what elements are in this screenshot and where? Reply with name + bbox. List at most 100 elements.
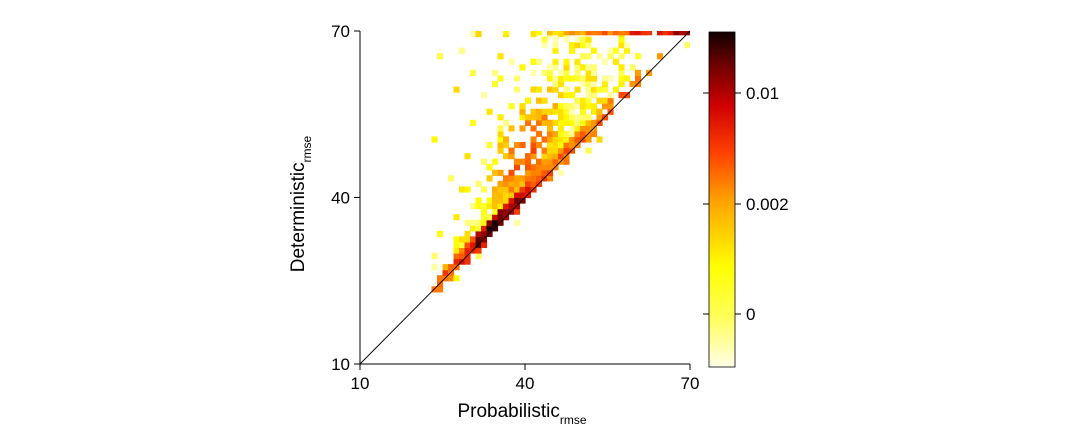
heatmap-cell [585,125,592,132]
heatmap-cell [552,86,559,93]
heatmap-cell [552,42,559,49]
heatmap-cell [602,80,609,88]
heatmap-cell [464,241,471,249]
heatmap-cell [591,92,598,99]
heatmap-cell [596,86,603,93]
heatmap-cell [530,114,537,121]
heatmap-cell [624,42,631,49]
heatmap-cell [519,64,526,71]
heatmap-cell [453,241,460,249]
heatmap-cell [552,64,559,71]
heatmap-cell [514,175,521,182]
heatmap-cell [547,108,554,115]
heatmap-cell [481,230,488,237]
heatmap-cell [569,92,576,99]
heatmap-cell [514,86,521,93]
heatmap-cell [547,136,554,143]
heatmap-cell [574,75,581,82]
heatmap-cell [552,75,559,82]
heatmap-cell [514,219,521,226]
heatmap-cell [547,119,554,126]
heatmap-cell [536,164,543,171]
heatmap-cell [574,69,581,76]
heatmap-cell [558,114,565,121]
heatmap-cell [470,225,477,232]
heatmap-cell [497,203,504,210]
heatmap-cell [536,97,543,104]
heatmap-cell [585,64,592,71]
heatmap-cell [525,169,532,176]
heatmap-cell [574,36,581,43]
heatmap-cell [602,31,609,36]
heatmap-cell [591,130,598,138]
heatmap-cell [552,36,559,43]
heatmap-cell [481,208,488,215]
heatmap-cell [475,236,482,243]
heatmap-cell [552,103,559,110]
heatmap-cell [503,203,510,210]
heatmap-cell [503,119,510,126]
heatmap-cell [486,175,493,182]
heatmap-cell [514,164,521,171]
heatmap-cell [492,208,499,215]
heatmap-cell [585,114,592,121]
heatmap-cell [558,153,565,160]
heatmap-cell [541,147,548,154]
heatmap-cell [580,119,587,126]
heatmap-cell [508,147,515,154]
heatmap-cell [470,31,477,38]
heatmap-cell [503,31,510,36]
heatmap-cell [602,86,609,93]
heatmap-cell [437,230,444,237]
heatmap-cell [547,158,554,165]
heatmap-cell [618,80,625,88]
heatmap-cell [558,147,565,154]
heatmap-cell [541,153,548,160]
heatmap-cell [585,86,592,93]
heatmap-cell [453,236,460,243]
heatmap-cell [475,247,482,254]
heatmap-cell [547,125,554,132]
heatmap-cell [569,114,576,121]
heatmap-cell [569,42,576,49]
heatmap-cell [547,164,554,171]
heatmap-cell [558,108,565,115]
heatmap-cell [508,186,515,193]
heatmap-cell [437,275,444,282]
heatmap-cell [525,153,532,160]
heatmap-cell [558,80,565,88]
heatmap-cell [547,130,554,138]
heatmap-cell [629,80,636,88]
heatmap-cell [607,31,614,36]
heatmap-cell [525,97,532,104]
heatmap-cell [574,125,581,132]
heatmap-cell [613,31,620,36]
y-axis-label: Deterministicrmse [288,135,314,272]
heatmap-cell [547,147,554,154]
heatmap-cell [552,142,559,149]
heatmap-cell [481,92,488,99]
heatmap-cell [519,180,526,187]
y-tick-label: 10 [331,355,350,374]
heatmap-cell [569,103,576,110]
heatmap-cell [613,86,620,93]
heatmap-cell [503,191,510,199]
heatmap-cell [547,75,554,82]
heatmap-cell [530,180,537,187]
x-tick-label: 70 [681,374,700,393]
heatmap-cell [629,31,636,36]
heatmap-cell [541,108,548,115]
heatmap-cell [574,42,581,49]
heatmap-cell [431,264,438,271]
heatmap-cell [574,136,581,143]
heatmap-cell [497,208,504,215]
heatmap-cell [569,47,576,54]
heatmap-cell [591,31,598,36]
heatmap-cell [591,69,598,76]
heatmap-cell [536,158,543,165]
heatmap-cell [541,119,548,126]
heatmap-cell [563,136,570,143]
heatmap-cell [558,169,565,176]
heatmap-cell [558,142,565,149]
heatmap-cell [580,53,587,60]
